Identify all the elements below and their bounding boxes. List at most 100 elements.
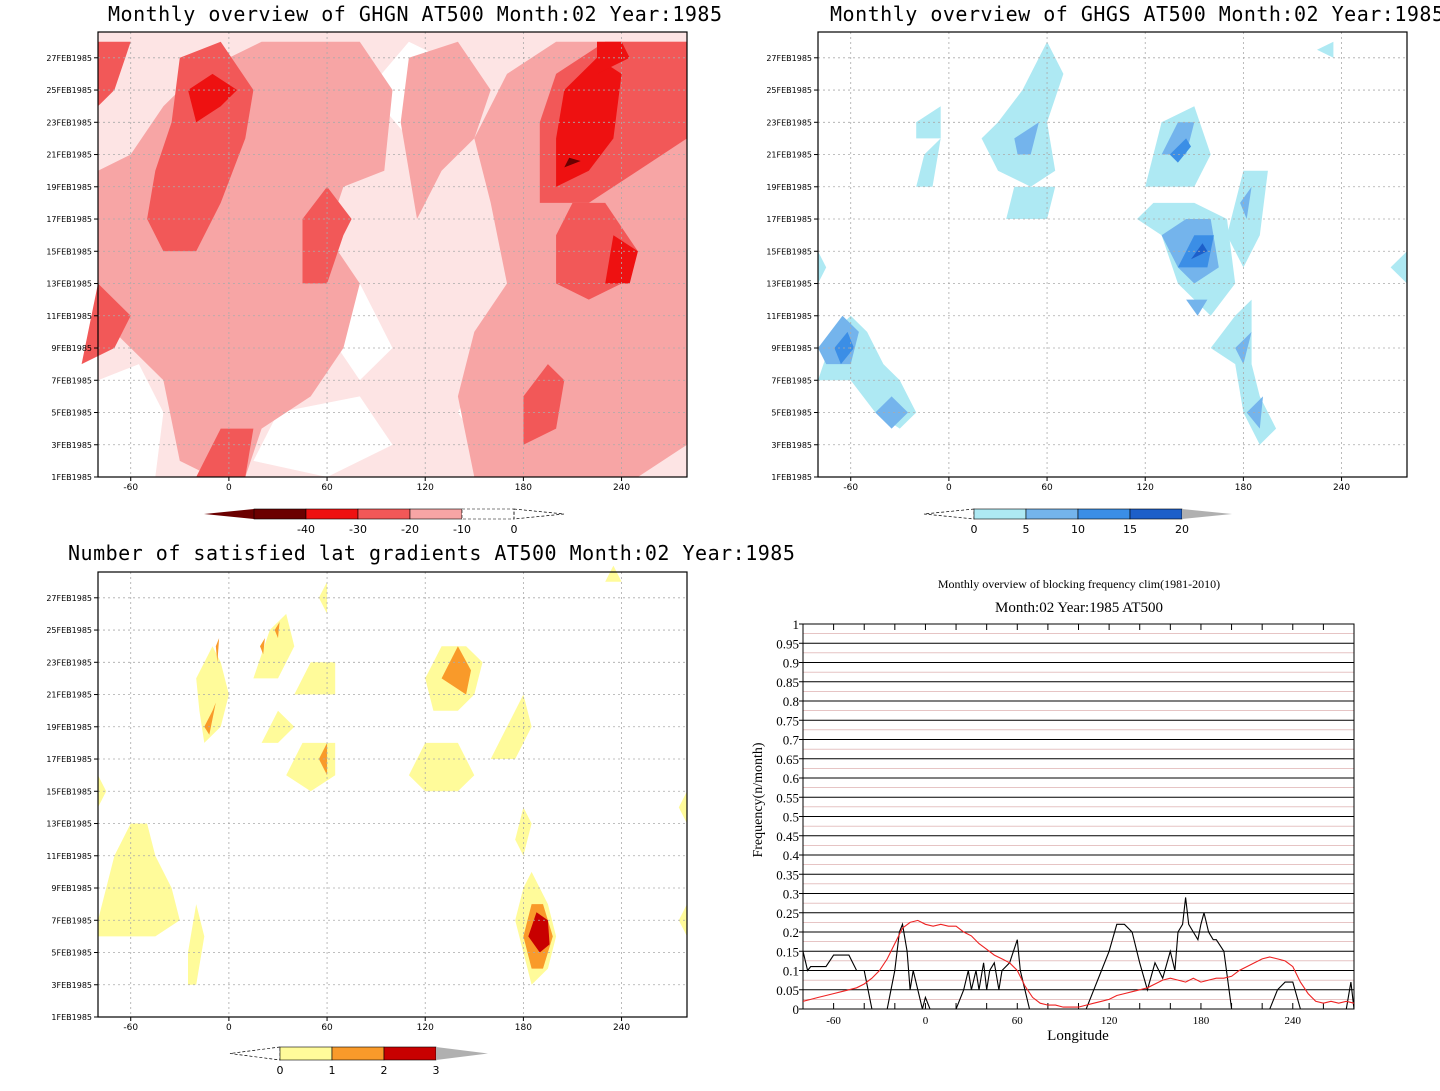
x-tick-label: 240 xyxy=(613,483,630,493)
y-tick-label: 13FEB1985 xyxy=(46,820,92,829)
heatmap-cell xyxy=(1006,186,1056,219)
x-tick-label: 120 xyxy=(417,1023,434,1033)
colorbar: 0 5 10 15 20 xyxy=(923,508,1232,536)
y-tick-label: 0.3 xyxy=(783,887,799,902)
heatmap-cell xyxy=(204,702,216,735)
colorbar-swatch xyxy=(409,508,463,520)
x-tick-label: 120 xyxy=(417,483,434,493)
y-tick-label: 0.75 xyxy=(776,713,799,728)
series-line-black xyxy=(802,897,1355,1010)
y-tick-label: 1FEB1985 xyxy=(771,473,812,482)
plot-frame xyxy=(817,31,1408,478)
colorbar-label: 2 xyxy=(381,1064,388,1077)
y-tick-label: 15FEB1985 xyxy=(46,247,92,256)
colorbar-label: -20 xyxy=(401,523,419,536)
x-tick-label: 240 xyxy=(613,1023,630,1033)
y-tick-label: 21FEB1985 xyxy=(46,691,92,700)
heatmap-cell xyxy=(294,662,336,695)
panel-ghgn: Monthly overview of GHGN AT500 Month:02 … xyxy=(0,0,722,545)
heatmap-cell xyxy=(605,235,638,284)
x-tick-label: 60 xyxy=(1012,1015,1024,1027)
colorbar-label: -10 xyxy=(453,523,471,536)
axes: -60 0 60 120 180 240 0 0.05 0.1 0.15 0.2 0.25 0.3 0.3… xyxy=(776,617,1355,1027)
y-tick-label: 11FEB1985 xyxy=(46,852,92,861)
y-tick-label: 11FEB1985 xyxy=(766,312,812,321)
colorbar-label: 0 xyxy=(277,1064,284,1077)
y-tick-label: 5FEB1985 xyxy=(51,409,92,418)
x-tick-label: 120 xyxy=(1137,483,1154,493)
heatmap-background xyxy=(818,32,1407,477)
colorbar-swatch xyxy=(383,1046,437,1061)
y-tick-label: 21FEB1985 xyxy=(766,151,812,160)
y-tick-label: 25FEB1985 xyxy=(766,86,812,95)
y-tick-label: 5FEB1985 xyxy=(51,949,92,958)
colorbar-label: 0 xyxy=(971,523,978,536)
plot-frame xyxy=(97,31,688,478)
x-tick-label: 0 xyxy=(923,1015,929,1027)
y-axis-label: Frequency(n/month) xyxy=(751,742,766,857)
heatmap-cell xyxy=(1014,122,1039,155)
y-tick-label: 27FEB1985 xyxy=(766,54,812,63)
y-tick-label: 0.35 xyxy=(776,867,799,882)
y-tick-label: 3FEB1985 xyxy=(771,441,812,450)
heatmap-ghgs: -60 0 60 120 180 240 1FEB1985 3FEB1985 5FEB1985 7… xyxy=(766,31,1408,536)
colorbar-swatch xyxy=(357,508,411,520)
y-tick-label: 0.2 xyxy=(783,925,799,940)
y-tick-label: 0.25 xyxy=(776,906,799,921)
heatmap-cell xyxy=(188,904,205,985)
x-tick-label: 60 xyxy=(1041,483,1053,493)
heatmap-cell xyxy=(1177,235,1214,268)
heatmap-background xyxy=(98,572,687,1017)
heatmap-cell xyxy=(98,364,164,477)
heatmap-cell xyxy=(196,428,254,477)
heatmap-cell xyxy=(528,912,550,953)
y-tick-label: 23FEB1985 xyxy=(46,118,92,127)
y-tick-label: 0.95 xyxy=(776,636,799,651)
colorbar-swatch xyxy=(461,508,515,520)
y-tick-label: 15FEB1985 xyxy=(766,247,812,256)
y-tick-label: 0.5 xyxy=(783,810,799,825)
colorbar-label: 5 xyxy=(1023,523,1030,536)
series-line-red xyxy=(802,919,1355,1008)
x-tick-label: 180 xyxy=(515,1023,532,1033)
axes: -60 0 60 120 180 240 1FEB1985 3FEB1985 5FEB1985 7… xyxy=(46,31,688,493)
x-tick-label: -60 xyxy=(843,483,858,493)
panel-blocking: Monthly overview of blocking frequency c… xyxy=(720,545,1440,1091)
y-tick-label: 0.7 xyxy=(783,733,800,748)
heatmap-cell xyxy=(408,742,475,792)
y-tick-label: 19FEB1985 xyxy=(46,723,92,732)
y-tick-label: 23FEB1985 xyxy=(46,658,92,667)
heatmap-cell xyxy=(605,565,622,582)
x-tick-label: 0 xyxy=(226,1023,232,1033)
y-tick-label: 1FEB1985 xyxy=(51,473,92,482)
heatmap-cell xyxy=(1390,251,1407,284)
y-tick-label: 3FEB1985 xyxy=(51,441,92,450)
y-tick-label: 21FEB1985 xyxy=(46,151,92,160)
heatmap-cell xyxy=(678,904,687,937)
heatmap-cell xyxy=(261,710,295,743)
heatmap-latgrad: -60 0 60 120 180 2401FEB19853FEB19855FEB19857… xyxy=(46,565,688,1077)
x-tick-label: 240 xyxy=(1333,483,1350,493)
y-tick-label: 23FEB1985 xyxy=(766,118,812,127)
axes: -60 0 60 120 180 240 1FEB1985 3FEB1985 5FEB1985 7… xyxy=(766,31,1408,493)
heatmap-cell xyxy=(441,646,471,695)
y-tick-label: 1FEB1985 xyxy=(51,1013,92,1022)
colorbar-label: 1 xyxy=(329,1064,336,1077)
y-tick-label: 0.8 xyxy=(783,694,799,709)
y-tick-label: 0.6 xyxy=(783,771,800,786)
colorbar-extend-left xyxy=(923,508,975,520)
colorbar-label: 20 xyxy=(1175,523,1189,536)
colorbar-extend-right xyxy=(1182,509,1232,519)
y-tick-label: 0.65 xyxy=(776,752,799,767)
colorbar-extend-right xyxy=(513,508,565,520)
heatmap-cell xyxy=(1240,186,1252,219)
x-tick-label: 60 xyxy=(321,483,333,493)
heatmap-ghgn: -60 0 60 120 180 240 1FEB1985 3FEB1985 5FEB1985 7… xyxy=(46,31,688,536)
y-tick-label: 5FEB1985 xyxy=(771,409,812,418)
x-tick-label: 180 xyxy=(1193,1015,1210,1027)
colorbar-swatch xyxy=(1129,508,1183,520)
y-tick-label: 0.15 xyxy=(776,944,799,959)
y-tick-label: 7FEB1985 xyxy=(51,376,92,385)
line-chart-blocking: Monthly overview of blocking frequency c… xyxy=(751,577,1355,1044)
y-tick-label: 0.05 xyxy=(776,983,799,998)
